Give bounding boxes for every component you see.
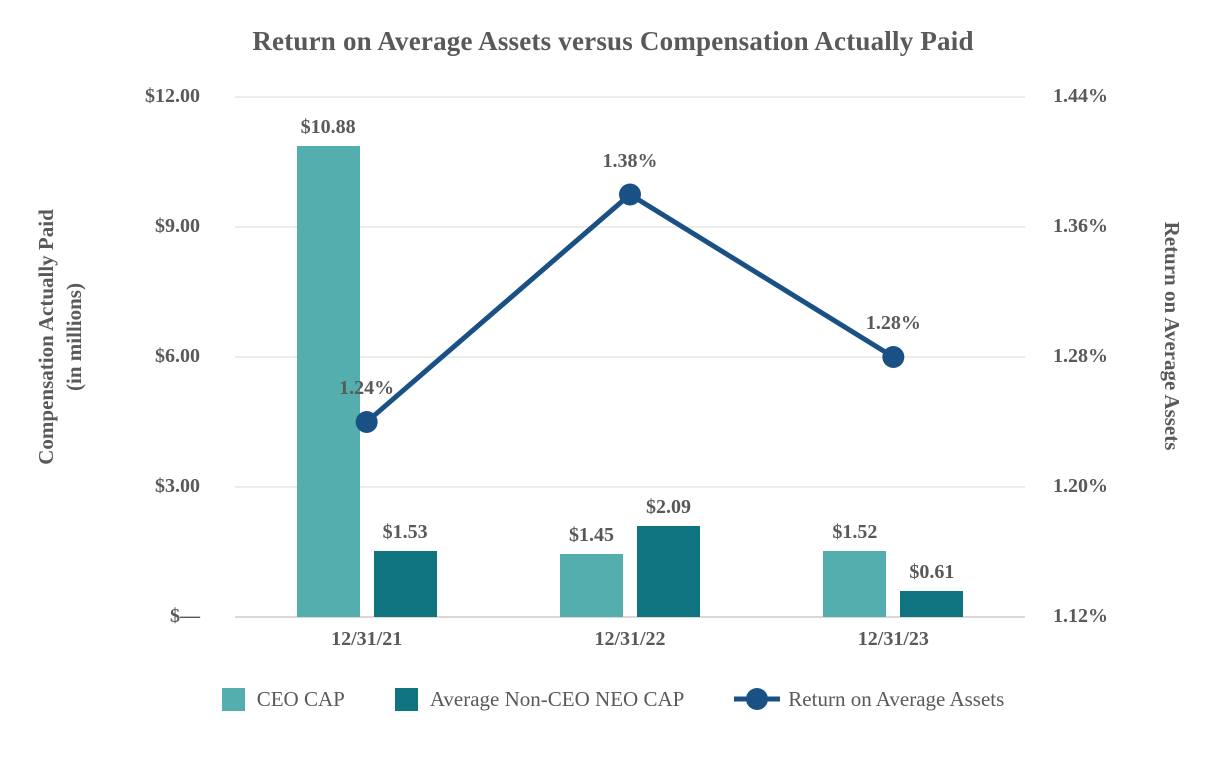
- point-value-label: 1.28%: [865, 312, 921, 334]
- bar-value-label: $0.61: [909, 560, 955, 583]
- chart-title: Return on Average Assets versus Compensa…: [252, 26, 974, 56]
- legend-item-2: Return on Average Assets: [734, 686, 1004, 712]
- y-tick-label-left: $12.00: [145, 85, 200, 108]
- legend-line-marker-icon: [734, 688, 781, 710]
- legend-swatch-icon: [394, 687, 418, 711]
- x-tick-label: 12/31/22: [594, 628, 666, 650]
- legend-item-0: CEO CAP: [221, 686, 345, 712]
- legend-label: Average Non-CEO NEO CAP: [429, 686, 685, 711]
- plot-area: $12.00 $9.00 $6.00 $3.00 $— 1.44% 1.36% 1.28% 1.…: [145, 85, 1108, 650]
- bar-ceo-cap: [560, 554, 623, 617]
- y-tick-label-right: 1.28%: [1053, 345, 1108, 368]
- bar-value-label: $2.09: [646, 496, 691, 519]
- legend-label: CEO CAP: [256, 686, 345, 711]
- bar-neo-cap: [900, 590, 964, 617]
- bar-ceo-cap: [296, 145, 360, 617]
- left-axis-title-line1: Compensation Actually Paid: [34, 209, 58, 465]
- bar-value-label: $1.53: [382, 520, 428, 543]
- x-tick-label: 12/31/23: [857, 628, 929, 650]
- bar-value-label: $10.88: [300, 115, 356, 138]
- gridline: [235, 96, 1025, 98]
- bar-neo-cap: [373, 550, 437, 617]
- legend-item-1: Average Non-CEO NEO CAP: [394, 686, 685, 712]
- point-value-label: 1.38%: [602, 149, 658, 172]
- roaa-line: [365, 191, 895, 424]
- gridline: [235, 486, 1025, 488]
- right-axis-title: Return on Average Assets: [1160, 221, 1184, 451]
- legend-label: Return on Average Assets: [788, 686, 1005, 711]
- y-tick-label-left: $6.00: [155, 345, 200, 368]
- point-value-label: 1.24%: [339, 377, 395, 399]
- y-tick-label-right: 1.44%: [1053, 85, 1108, 108]
- y-tick-label-left: $9.00: [155, 215, 200, 238]
- bar-value-label: $1.52: [832, 521, 878, 544]
- y-tick-label-right: 1.36%: [1053, 215, 1108, 238]
- roaa-point-marker: [882, 346, 905, 368]
- bar-neo-cap: [637, 526, 700, 617]
- gridline: [235, 356, 1025, 358]
- roaa-line-series: [355, 183, 905, 433]
- legend: CEO CAP Average Non-CEO NEO CAP Return on …: [0, 686, 1226, 712]
- y-tick-label-right: 1.12%: [1053, 605, 1108, 628]
- bar-ceo-cap: [823, 551, 887, 617]
- gridline: [235, 226, 1025, 228]
- y-tick-label-left: $—: [170, 605, 200, 628]
- bar-value-label: $1.45: [569, 524, 614, 547]
- x-tick-label: 12/31/21: [331, 628, 403, 650]
- x-axis-line: [235, 616, 1025, 618]
- roaa-point-marker: [355, 411, 378, 433]
- y-tick-label-right: 1.20%: [1053, 475, 1108, 498]
- y-tick-label-left: $3.00: [155, 475, 200, 498]
- roaa-point-marker: [619, 183, 641, 206]
- legend-swatch-icon: [221, 687, 245, 711]
